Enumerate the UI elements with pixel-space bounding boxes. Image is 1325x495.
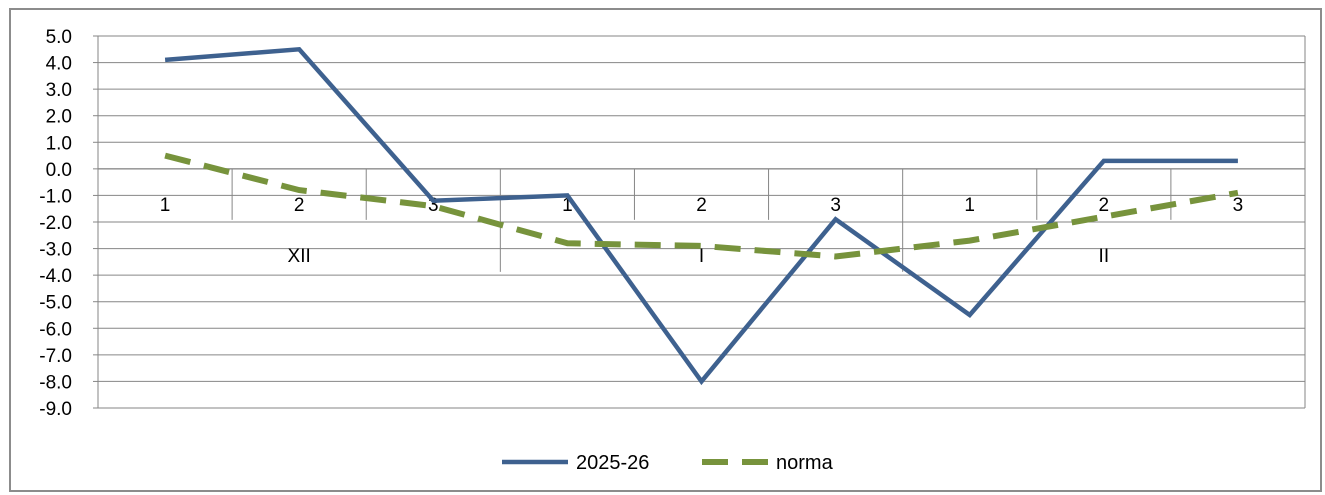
month-group-label: XII [288,246,311,267]
y-tick-label: -3.0 [39,240,72,261]
category-label: 3 [1233,195,1244,216]
legend-label: 2025-26 [576,452,649,474]
series-line-norma [164,152,1239,260]
legend: 2025-26 norma [502,452,834,474]
y-tick-label: -2.0 [39,213,72,234]
series-line-2025-26 [164,46,1238,386]
category-label: 1 [562,195,573,216]
y-tick-label: 2.0 [46,107,72,128]
y-tick-label: 4.0 [46,54,72,75]
y-tick-label: -8.0 [39,372,72,393]
month-group-label: I [699,246,704,267]
y-axis-tick-labels: 5.0 4.0 3.0 2.0 1.0 0.0 -1.0 -2.0 -3.0 -4.0 -5.0 -6… [39,27,72,420]
series-lines [164,46,1239,386]
y-tick-label: 3.0 [46,80,72,101]
y-tick-label: -1.0 [39,186,72,207]
category-label: 1 [964,195,975,216]
y-tick-label: -7.0 [39,346,72,367]
y-tick-label: 0.0 [46,160,72,181]
category-label: 3 [830,195,841,216]
category-label: 3 [428,195,439,216]
y-tick-label: -6.0 [39,319,72,340]
grid-lines [93,35,1306,409]
category-label: 2 [696,195,707,216]
y-tick-label: 1.0 [46,133,72,154]
category-label: 1 [160,195,171,216]
y-tick-label: -5.0 [39,293,72,314]
y-tick-label: 5.0 [46,27,72,48]
category-label: 2 [294,195,305,216]
legend-label: norma [776,452,834,474]
y-tick-label: -4.0 [39,266,72,287]
category-label: 2 [1099,195,1110,216]
y-tick-label: -9.0 [39,399,72,420]
month-group-label: II [1099,246,1110,267]
